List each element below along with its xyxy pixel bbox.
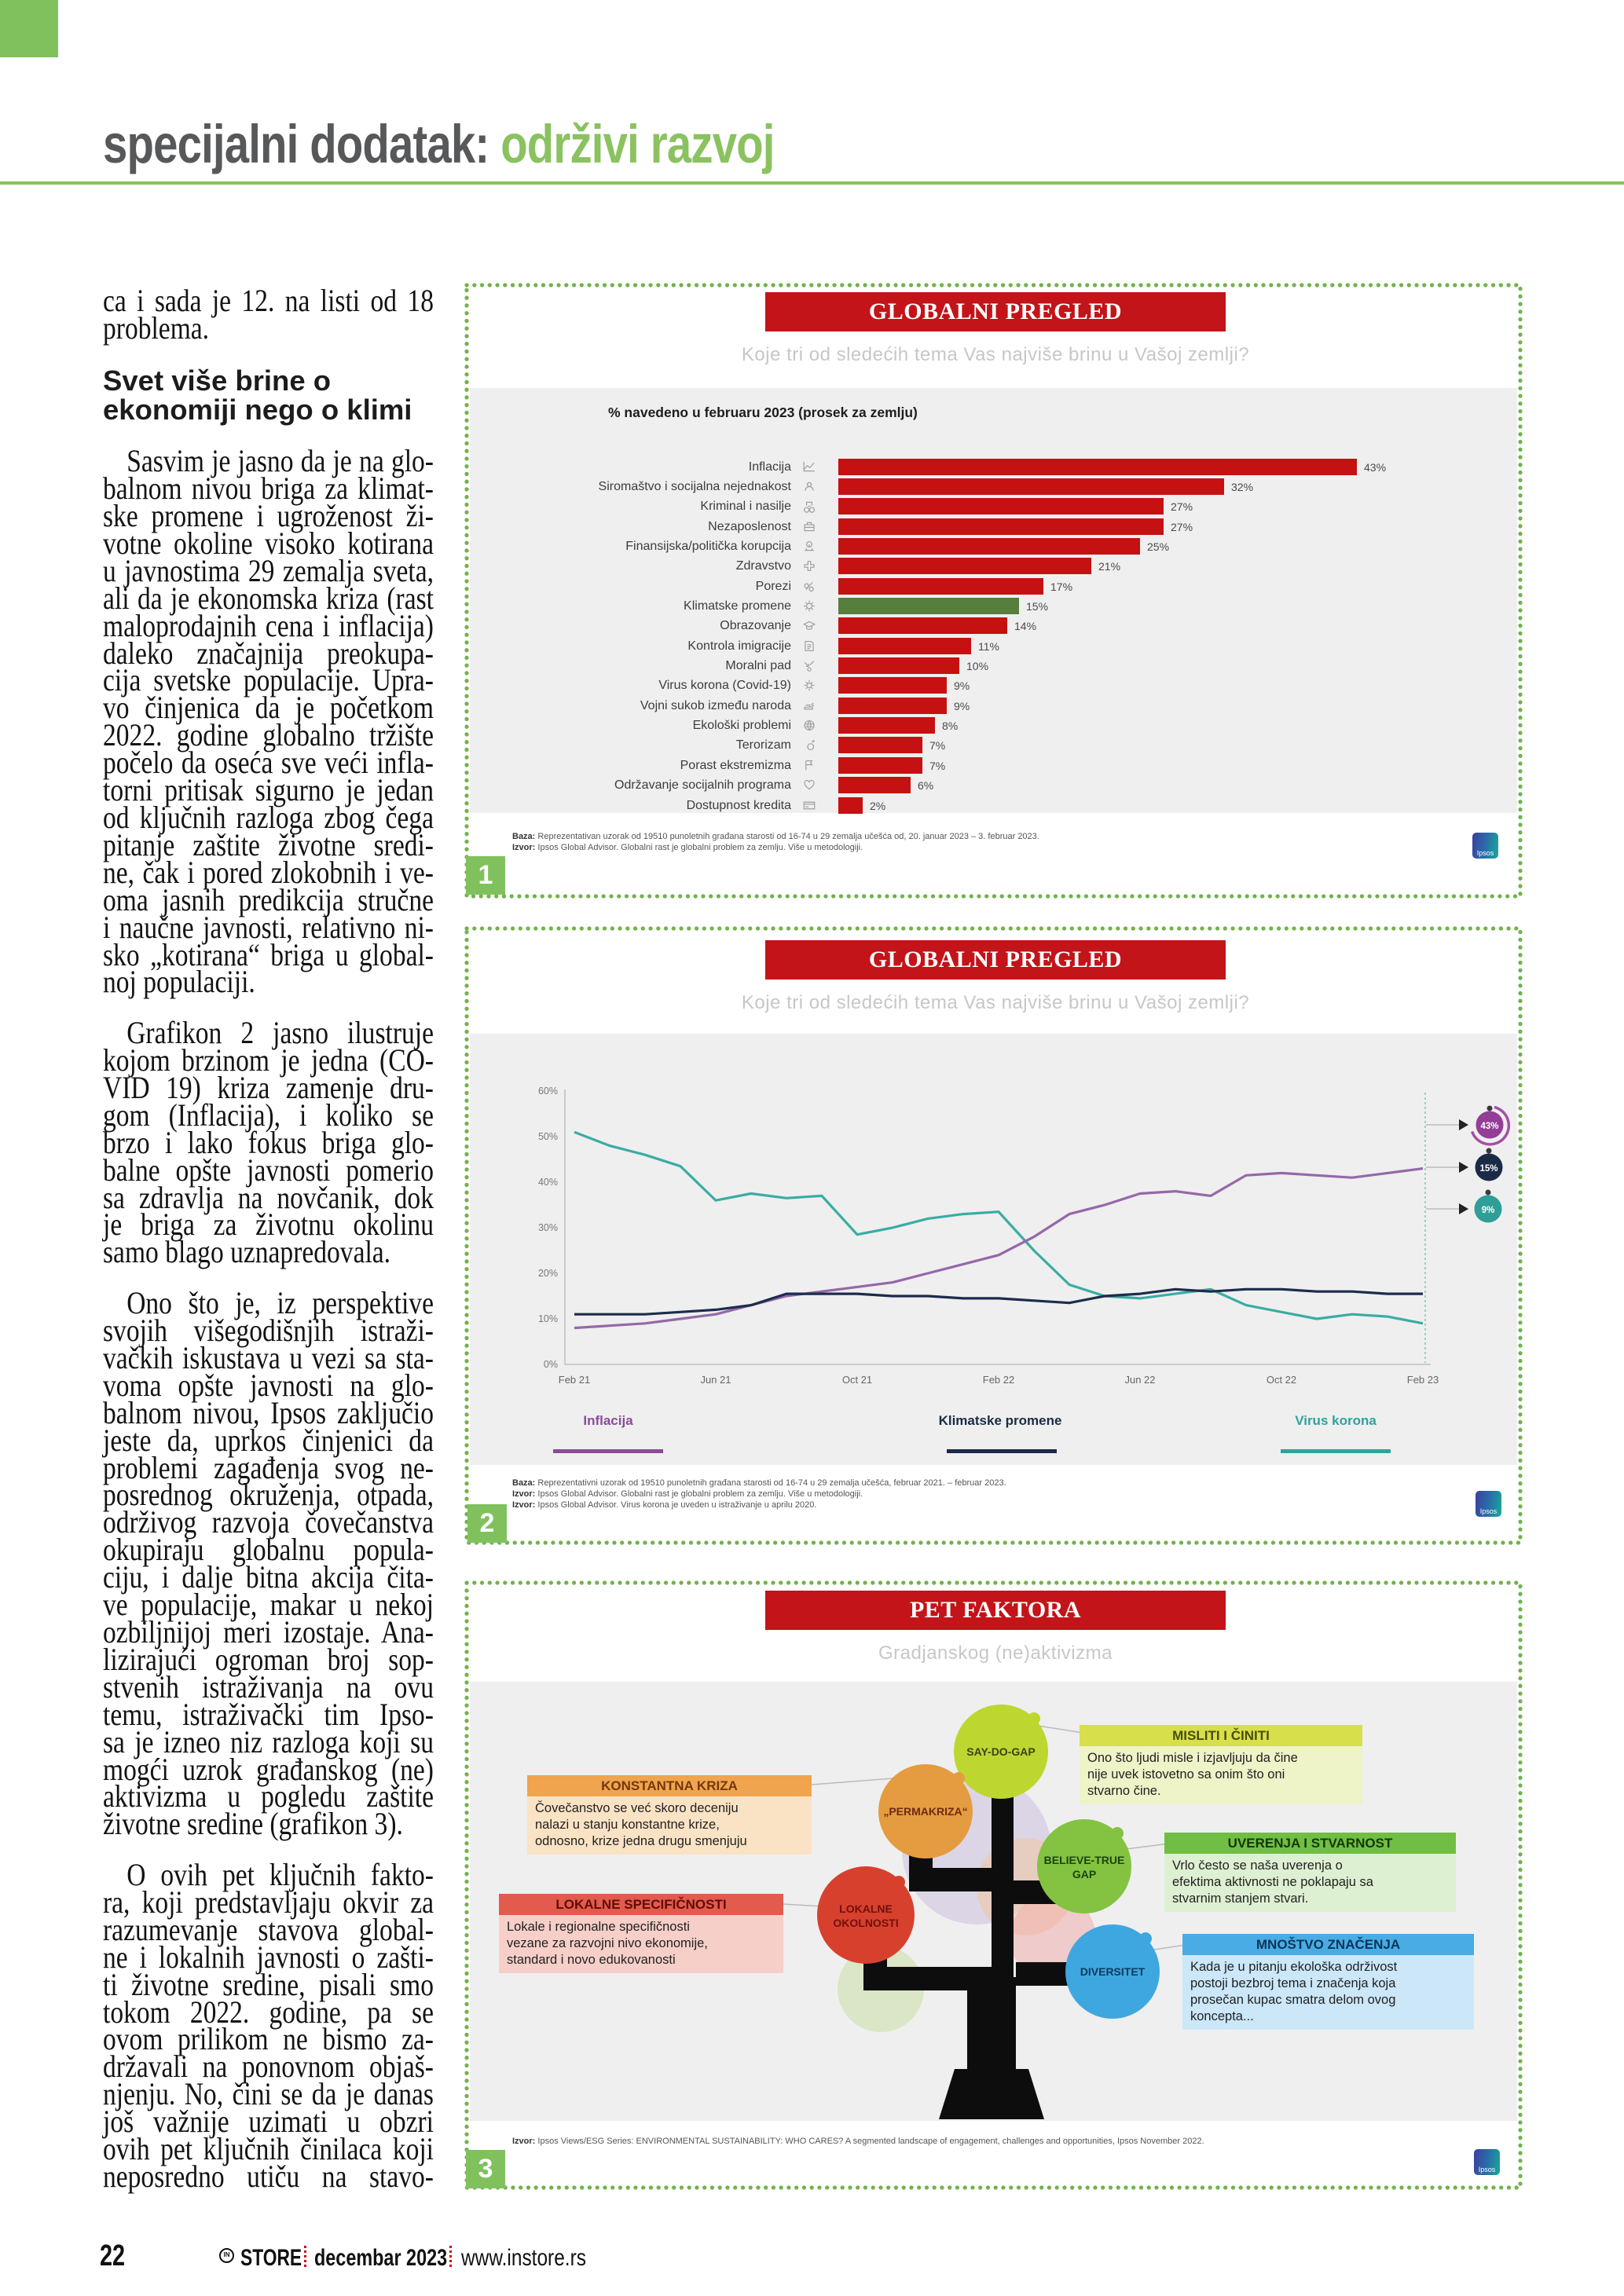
- svg-text:15%: 15%: [1479, 1164, 1498, 1174]
- svg-text:„PERMAKRIZA“: „PERMAKRIZA“: [883, 1805, 967, 1818]
- svg-text:LOKALNE: LOKALNE: [839, 1902, 893, 1915]
- svg-text:10%: 10%: [538, 1313, 558, 1324]
- svg-text:50%: 50%: [538, 1131, 558, 1142]
- svg-text:Oct 22: Oct 22: [1267, 1374, 1296, 1386]
- svg-text:40%: 40%: [538, 1177, 558, 1188]
- svg-text:DIVERSITET: DIVERSITET: [1080, 1965, 1146, 1978]
- svg-text:30%: 30%: [538, 1222, 558, 1233]
- svg-text:OKOLNOSTI: OKOLNOSTI: [833, 1917, 898, 1929]
- svg-text:9%: 9%: [1482, 1206, 1495, 1215]
- svg-text:Feb 23: Feb 23: [1407, 1374, 1439, 1386]
- svg-text:20%: 20%: [538, 1268, 558, 1279]
- svg-text:SAY-DO-GAP: SAY-DO-GAP: [966, 1745, 1035, 1758]
- svg-text:Feb 21: Feb 21: [559, 1374, 590, 1386]
- svg-text:Jun 22: Jun 22: [1124, 1374, 1155, 1386]
- svg-text:GAP: GAP: [1072, 1868, 1096, 1880]
- svg-text:0%: 0%: [544, 1359, 558, 1370]
- svg-text:Jun 21: Jun 21: [700, 1374, 731, 1386]
- svg-text:Feb 22: Feb 22: [983, 1374, 1014, 1386]
- svg-text:43%: 43%: [1480, 1122, 1498, 1131]
- svg-text:BELIEVE-TRUE: BELIEVE-TRUE: [1044, 1854, 1125, 1866]
- svg-text:60%: 60%: [538, 1086, 558, 1097]
- svg-text:Oct 21: Oct 21: [842, 1374, 872, 1386]
